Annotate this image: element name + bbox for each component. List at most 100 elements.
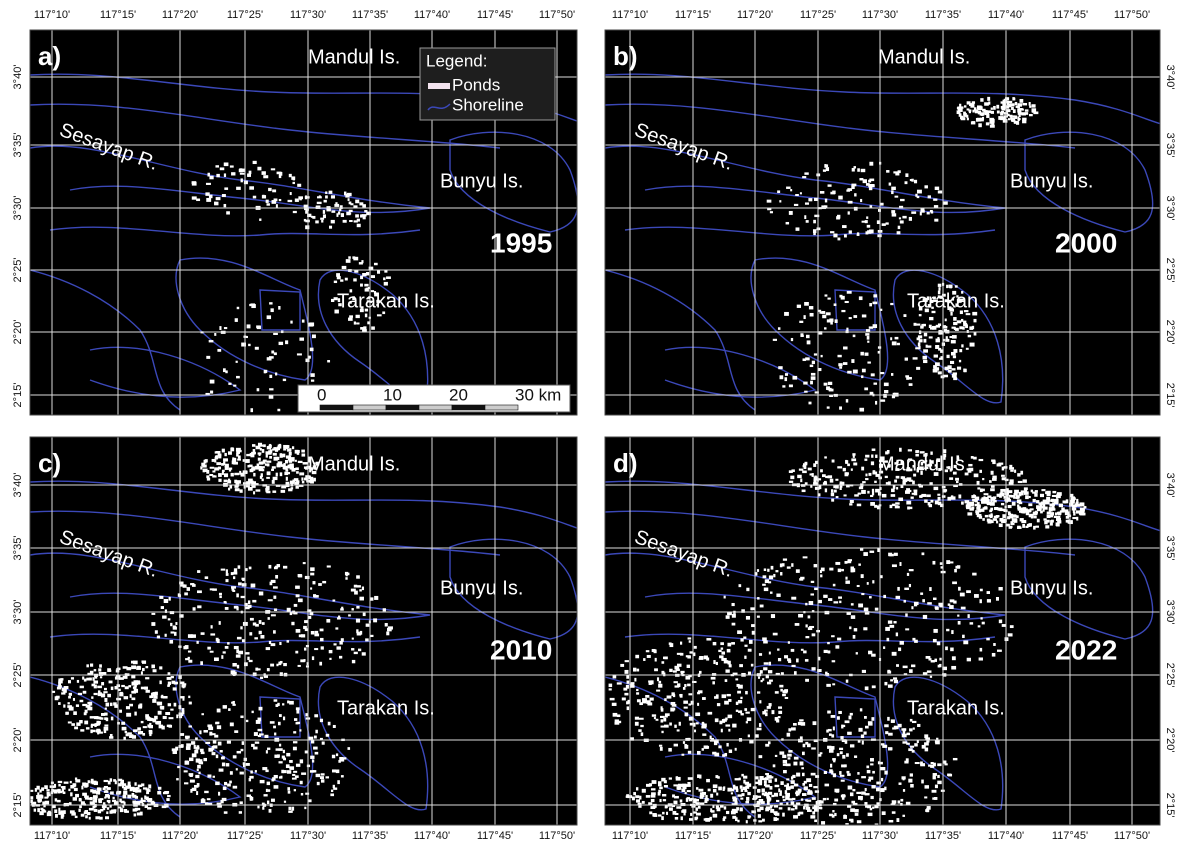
pond	[213, 475, 215, 477]
pond	[69, 693, 72, 696]
pond	[851, 359, 854, 363]
pond	[981, 500, 986, 504]
pond	[893, 485, 896, 489]
pond	[649, 681, 652, 685]
pond	[805, 679, 809, 682]
pond	[908, 748, 912, 751]
scale-label: 20	[449, 385, 468, 404]
pond	[920, 592, 923, 594]
pond	[293, 741, 297, 743]
pond	[993, 496, 996, 499]
pond	[301, 772, 306, 774]
pond	[646, 784, 651, 787]
pond	[136, 689, 138, 693]
pond	[91, 725, 93, 728]
pond	[1027, 524, 1031, 527]
pond	[688, 751, 691, 754]
pond	[805, 659, 809, 662]
map-panel: d)Mandul Is.Bunyu Is.Tarakan Is.Sesayap …	[605, 437, 1165, 827]
pond	[697, 751, 701, 755]
pond	[335, 627, 338, 629]
pond	[846, 399, 848, 402]
pond	[830, 192, 835, 195]
pond	[972, 573, 976, 576]
pond	[121, 685, 125, 687]
longitude-label: 117°30'	[290, 9, 326, 21]
pond	[58, 702, 61, 705]
pond	[223, 651, 226, 653]
pond	[951, 630, 953, 634]
pond	[928, 765, 931, 767]
pond	[1010, 470, 1014, 472]
pond	[55, 798, 57, 801]
pond	[336, 646, 340, 649]
pond	[765, 785, 770, 788]
pond	[186, 746, 191, 750]
pond	[857, 772, 859, 775]
pond	[1079, 510, 1083, 512]
pond	[121, 722, 125, 725]
pond	[861, 375, 863, 378]
pond	[809, 626, 814, 628]
pond	[314, 736, 317, 739]
pond	[895, 196, 899, 198]
pond	[984, 493, 989, 495]
pond	[980, 589, 983, 592]
pond	[271, 469, 274, 471]
pond	[249, 186, 254, 189]
pond	[1061, 507, 1064, 511]
pond	[799, 719, 803, 721]
pond	[214, 202, 218, 206]
pond	[1039, 504, 1042, 507]
pond	[910, 773, 913, 776]
pond	[802, 490, 806, 493]
pond	[385, 623, 388, 626]
pond	[732, 614, 736, 618]
pond	[94, 693, 98, 695]
pond	[185, 736, 190, 739]
pond	[122, 786, 124, 789]
pond	[271, 351, 274, 354]
pond	[1016, 106, 1018, 108]
pond	[224, 327, 227, 329]
pond	[85, 783, 89, 787]
pond	[780, 572, 782, 575]
pond	[755, 782, 759, 784]
pond	[1006, 109, 1010, 112]
pond	[804, 302, 809, 306]
pond	[269, 375, 272, 378]
pond	[848, 211, 850, 214]
longitude-label: 117°25'	[800, 9, 836, 21]
pond	[218, 453, 222, 456]
pond	[871, 454, 873, 457]
pond	[1018, 481, 1023, 483]
pond	[354, 652, 358, 654]
pond	[812, 361, 815, 364]
pond	[285, 340, 288, 344]
pond	[225, 579, 228, 582]
pond	[276, 204, 278, 208]
pond	[824, 650, 828, 653]
pond	[168, 618, 171, 620]
pond	[861, 467, 864, 471]
pond	[666, 812, 668, 815]
pond	[907, 573, 909, 576]
pond	[893, 621, 896, 623]
pond	[721, 729, 723, 733]
pond	[171, 681, 175, 684]
pond	[274, 699, 278, 701]
pond	[867, 770, 871, 773]
pond	[964, 369, 967, 373]
pond	[1071, 497, 1076, 500]
pond	[133, 789, 138, 792]
pond	[71, 812, 76, 815]
pond	[928, 195, 931, 198]
pond	[681, 754, 684, 756]
pond	[315, 220, 318, 223]
pond	[218, 473, 222, 477]
pond	[663, 718, 666, 722]
pond	[776, 800, 779, 802]
pond	[714, 753, 719, 757]
pond	[791, 776, 793, 779]
pond	[950, 312, 952, 316]
